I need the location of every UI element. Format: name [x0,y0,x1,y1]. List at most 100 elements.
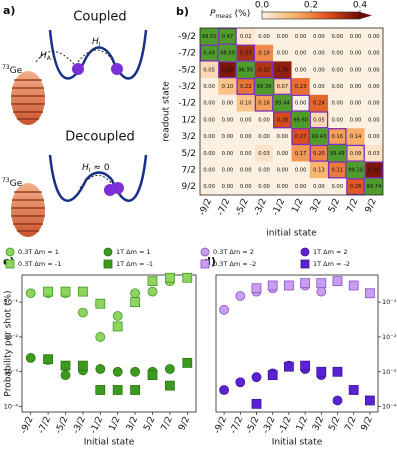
cell-label: 0.00 [240,117,252,123]
cell-label: 99.39 [257,84,272,90]
x-axis-label: initial state [266,229,317,239]
square-point [182,357,193,368]
square-point [300,360,311,371]
square-point [78,360,88,371]
heatmap-cell [236,44,255,62]
circle-point [95,364,106,374]
colorbar-step [345,12,349,19]
text-part: 73 [2,64,10,71]
cell-label: 0.00 [331,184,343,190]
heatmap-cell [328,44,347,62]
transition-outline [291,94,310,112]
cell-label: 0.47 [222,34,234,40]
heatmap-cell [200,61,219,79]
crystal-stripes [11,79,45,120]
cell-label: 0.00 [350,67,362,73]
circle-point [60,370,71,381]
cell-label: 0.33 [240,51,252,57]
y-tick-label: 3/2 [182,132,196,142]
text-part: A [47,55,52,62]
spin [72,63,84,75]
cell-label: 0.00 [222,167,234,173]
colorbar-step [350,12,354,19]
text-part: Ge [10,66,23,76]
square-point [364,288,375,299]
heatmap-cell [346,94,365,112]
heatmap-cell [254,128,274,145]
x-tick-label: -3/2 [261,415,278,435]
transition-outline [218,27,237,45]
tunnel-arrow [79,175,113,189]
cell-label: 0.32 [258,67,270,73]
text-part: ≈ 0 [91,163,110,173]
cell-label: 0.00 [331,34,343,40]
cell-label: 0.00 [350,51,362,57]
colorbar-step [298,12,302,19]
x-axis-label: Initial state [272,438,323,448]
double-well [48,29,148,80]
heatmap-cell [328,178,347,195]
cell-label: 0.00 [203,134,215,140]
circle-point [332,395,343,406]
heatmap-cell [273,144,292,162]
heatmap-cell [218,161,237,179]
square-point [267,370,278,381]
heatmap-cell [309,44,329,62]
heatmap-cell [236,28,255,45]
heatmap-cell [254,111,274,129]
colorbar-step [323,12,327,19]
heatmap-cell [328,28,347,45]
cell-label: 0.00 [313,67,325,73]
cell-label: 0.36 [277,67,289,73]
colorbar-step [293,12,297,19]
cell-label: 0.00 [331,67,343,73]
text-part: 73 [2,177,10,184]
isotope: 73Ge [2,64,23,76]
heatmap-cell [218,111,237,129]
legend-label: 0.3T Δm = 2 [213,248,254,256]
cell-label: 0.00 [331,117,343,123]
cell-label: 0.00 [240,151,252,157]
y-tick-label: 1/2 [182,115,196,125]
heatmap-cell [273,94,292,112]
decoupled-title: Decoupled [65,130,134,145]
heatmap-cell [364,128,383,145]
colorbar-step [328,12,332,19]
heatmap-cell [236,178,255,195]
x-tick-label: -7/2 [37,415,54,435]
square-point [130,385,141,395]
heatmap-frame [199,27,384,196]
circle-point [95,332,106,342]
circle-point [316,286,327,297]
colorbar-step [276,12,280,19]
colorbar-step [262,12,265,19]
x-tick-label: -7/2 [229,415,246,435]
square-point [60,286,71,297]
heatmap-cell [309,28,329,45]
heatmap-cell [346,78,365,95]
legend-label: 1T Δm = 2 [313,248,348,256]
heatmap-cell [273,178,292,195]
heatmap-cell [291,111,310,129]
x-tick-label: -5/2 [234,197,251,217]
heatmap-cell [309,144,329,162]
heatmap-cell [364,61,383,79]
x-tick-label: -7/2 [216,197,233,217]
square-point [43,354,53,365]
cell-label: 0.09 [350,151,362,157]
spin [112,182,124,194]
cell-label: 99.44 [275,101,291,107]
y-tick-label: 10⁻² [382,333,397,341]
heatmap-cell [346,144,365,162]
cell-label: 0.00 [331,51,343,57]
transition-outline [291,128,310,146]
colorbar-step [340,12,344,19]
colorbar-extend [360,12,372,19]
coupling-arrow [35,51,75,65]
circle-point [112,311,123,321]
heatmap-cell [218,78,237,95]
square-point [95,298,106,309]
heatmap-cell [254,144,274,162]
circle-point [235,291,246,301]
